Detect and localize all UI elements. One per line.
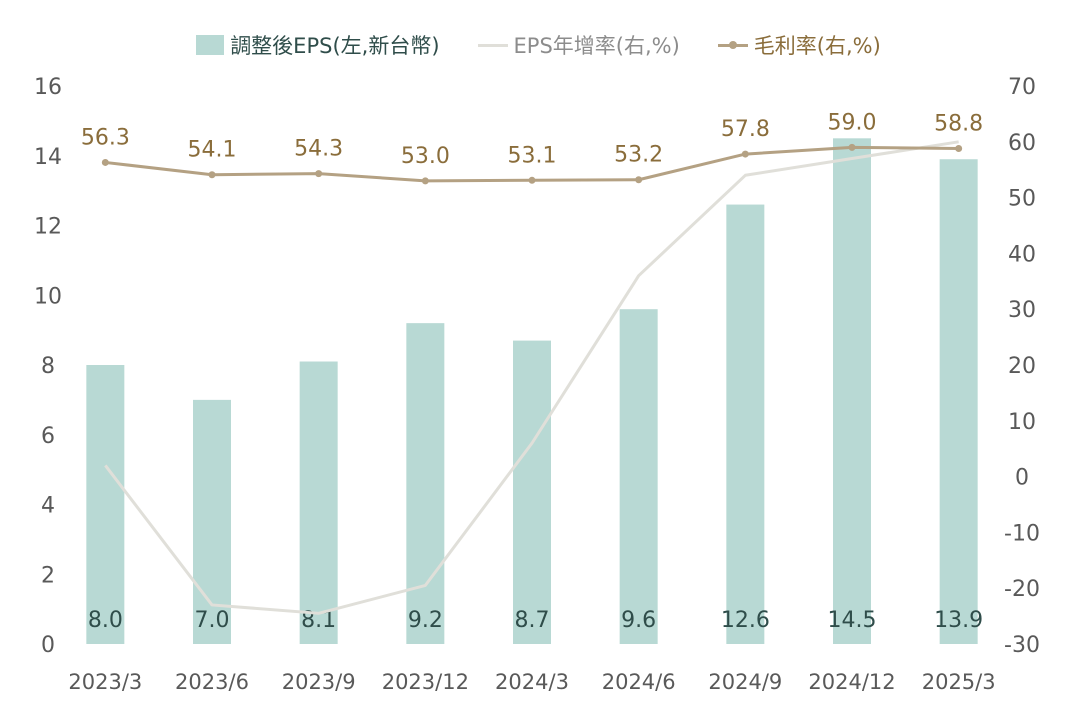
y-right-tick-label: 50 [1008, 187, 1036, 212]
y-right-tick-label: -20 [1004, 577, 1040, 602]
legend-item-eps: 調整後EPS(左,新台幣) [196, 30, 440, 60]
gross-margin-data-label: 56.3 [81, 125, 130, 150]
legend-label-eps: 調整後EPS(左,新台幣) [230, 34, 440, 58]
bar-data-label: 8.0 [88, 608, 123, 633]
bar-eps [406, 323, 445, 644]
x-tick-label: 2023/6 [175, 670, 249, 694]
x-tick-label: 2023/3 [68, 670, 142, 694]
legend-item-gross-margin: 毛利率(右,%) [717, 30, 881, 60]
legend-item-eps-yoy: EPS年增率(右,%) [477, 30, 680, 60]
y-left-tick-label: 12 [34, 215, 62, 240]
gross-margin-data-label: 58.8 [934, 111, 983, 136]
legend: 調整後EPS(左,新台幣) EPS年增率(右,%) 毛利率(右,%) [0, 30, 1077, 60]
bar-eps [299, 361, 338, 644]
bar-data-label: 9.2 [408, 608, 443, 633]
gross-margin-data-label: 54.1 [188, 138, 237, 163]
point-gross-margin [848, 143, 856, 151]
x-tick-label: 2024/3 [495, 670, 569, 694]
bar-eps [513, 340, 551, 644]
legend-label-gross-margin: 毛利率(右,%) [753, 34, 881, 58]
bar-eps [726, 204, 765, 644]
x-tick-label: 2023/12 [382, 670, 469, 694]
x-tick-label: 2024/6 [602, 670, 676, 694]
y-left-tick-label: 8 [41, 354, 55, 379]
point-gross-margin [528, 176, 536, 184]
y-left-tick-label: 2 [41, 563, 55, 588]
point-gross-margin [315, 170, 323, 178]
gross-margin-data-label: 54.3 [294, 137, 343, 162]
legend-label-eps-yoy: EPS年增率(右,%) [513, 34, 680, 58]
bar-eps [619, 309, 658, 644]
point-gross-margin [101, 158, 109, 166]
y-right-tick-label: 40 [1008, 242, 1036, 267]
bar-data-label: 14.5 [828, 608, 877, 633]
gross-margin-data-label: 53.2 [614, 143, 663, 168]
gross-margin-data-label: 57.8 [721, 117, 770, 142]
y-right-tick-label: -30 [1004, 633, 1040, 658]
y-right-tick-label: 70 [1008, 75, 1036, 100]
point-gross-margin [741, 150, 749, 158]
x-tick-label: 2024/12 [808, 670, 895, 694]
gross-margin-data-label: 59.0 [828, 110, 877, 135]
y-right-tick-label: 10 [1008, 410, 1036, 435]
bar-data-label: 7.0 [195, 608, 230, 633]
gross-margin-data-label: 53.1 [508, 143, 557, 168]
gross-margin-data-label: 53.0 [401, 144, 450, 169]
x-tick-label: 2024/9 [708, 670, 782, 694]
y-right-tick-label: -10 [1004, 521, 1040, 546]
legend-swatch-gross-margin-dot [728, 40, 737, 49]
x-tick-label: 2023/9 [282, 670, 356, 694]
bar-eps [939, 159, 978, 645]
y-right-tick-label: 60 [1008, 131, 1036, 156]
y-right-tick-label: 20 [1008, 354, 1036, 379]
bar-data-label: 9.6 [621, 608, 656, 633]
bar-data-label: 12.6 [721, 608, 770, 633]
legend-swatch-gross-margin [717, 40, 748, 49]
y-right-tick-label: 30 [1008, 298, 1036, 323]
y-left-tick-label: 0 [41, 633, 55, 658]
bar-eps [833, 138, 871, 644]
point-gross-margin [955, 144, 963, 152]
y-left-tick-label: 14 [34, 145, 62, 170]
bar-data-label: 8.7 [515, 608, 550, 633]
point-gross-margin [635, 176, 643, 184]
bar-eps [86, 365, 125, 644]
bar-data-label: 13.9 [934, 608, 983, 633]
x-tick-label: 2025/3 [922, 670, 996, 694]
line-eps-yoy [104, 140, 959, 615]
y-left-tick-label: 16 [34, 75, 62, 100]
y-right-tick-label: 0 [1015, 466, 1029, 491]
point-gross-margin [208, 171, 216, 179]
legend-swatch-eps-yoy [477, 43, 508, 47]
y-left-tick-label: 6 [41, 424, 55, 449]
point-gross-margin [421, 177, 429, 185]
legend-swatch-eps [196, 35, 225, 55]
y-left-tick-label: 4 [41, 494, 55, 519]
y-left-tick-label: 10 [34, 284, 62, 309]
